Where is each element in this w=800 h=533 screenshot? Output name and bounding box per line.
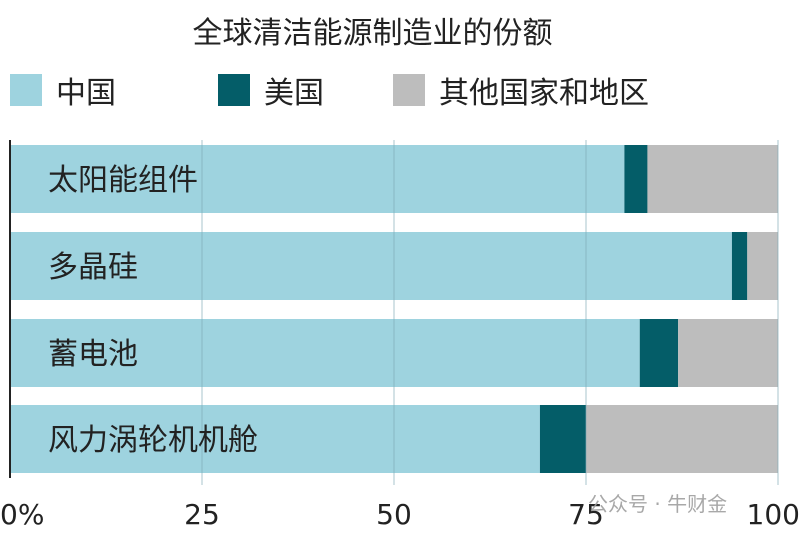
bar-segment bbox=[10, 145, 625, 213]
legend-item-usa: 美国 bbox=[218, 70, 324, 111]
bar-segment bbox=[647, 145, 778, 213]
x-tick-label: 100 bbox=[747, 498, 800, 531]
category-label: 风力涡轮机机舱 bbox=[48, 423, 258, 458]
x-tick-label: 75 bbox=[568, 498, 604, 531]
bar-segment bbox=[678, 319, 778, 387]
bar-segment bbox=[624, 145, 648, 213]
x-tick-label: 0% bbox=[0, 498, 44, 531]
legend-label: 中国 bbox=[56, 76, 116, 111]
bar-segment bbox=[586, 405, 778, 473]
category-label: 太阳能组件 bbox=[48, 163, 198, 198]
x-tick-label: 50 bbox=[376, 498, 412, 531]
legend-item-others: 其他国家和地区 bbox=[393, 70, 649, 111]
legend-label: 美国 bbox=[264, 76, 324, 111]
legend-item-china: 中国 bbox=[10, 70, 116, 111]
x-tick-label: 25 bbox=[184, 498, 220, 531]
bar-segment bbox=[10, 405, 540, 473]
category-label: 蓄电池 bbox=[48, 337, 138, 372]
category-label: 多晶硅 bbox=[48, 250, 138, 285]
legend-swatch bbox=[393, 74, 425, 106]
bar-segment bbox=[747, 232, 778, 300]
bar-segment bbox=[639, 319, 679, 387]
bar-segment bbox=[731, 232, 748, 300]
bar-segment bbox=[10, 319, 640, 387]
watermark: 公众号 · 牛财金 bbox=[588, 492, 728, 516]
legend-label: 其他国家和地区 bbox=[439, 76, 649, 111]
bar-segment bbox=[10, 232, 732, 300]
chart-title: 全球清洁能源制造业的份额 bbox=[192, 16, 553, 51]
bar-segment bbox=[539, 405, 586, 473]
legend-swatch bbox=[10, 74, 42, 106]
legend-swatch bbox=[218, 74, 250, 106]
